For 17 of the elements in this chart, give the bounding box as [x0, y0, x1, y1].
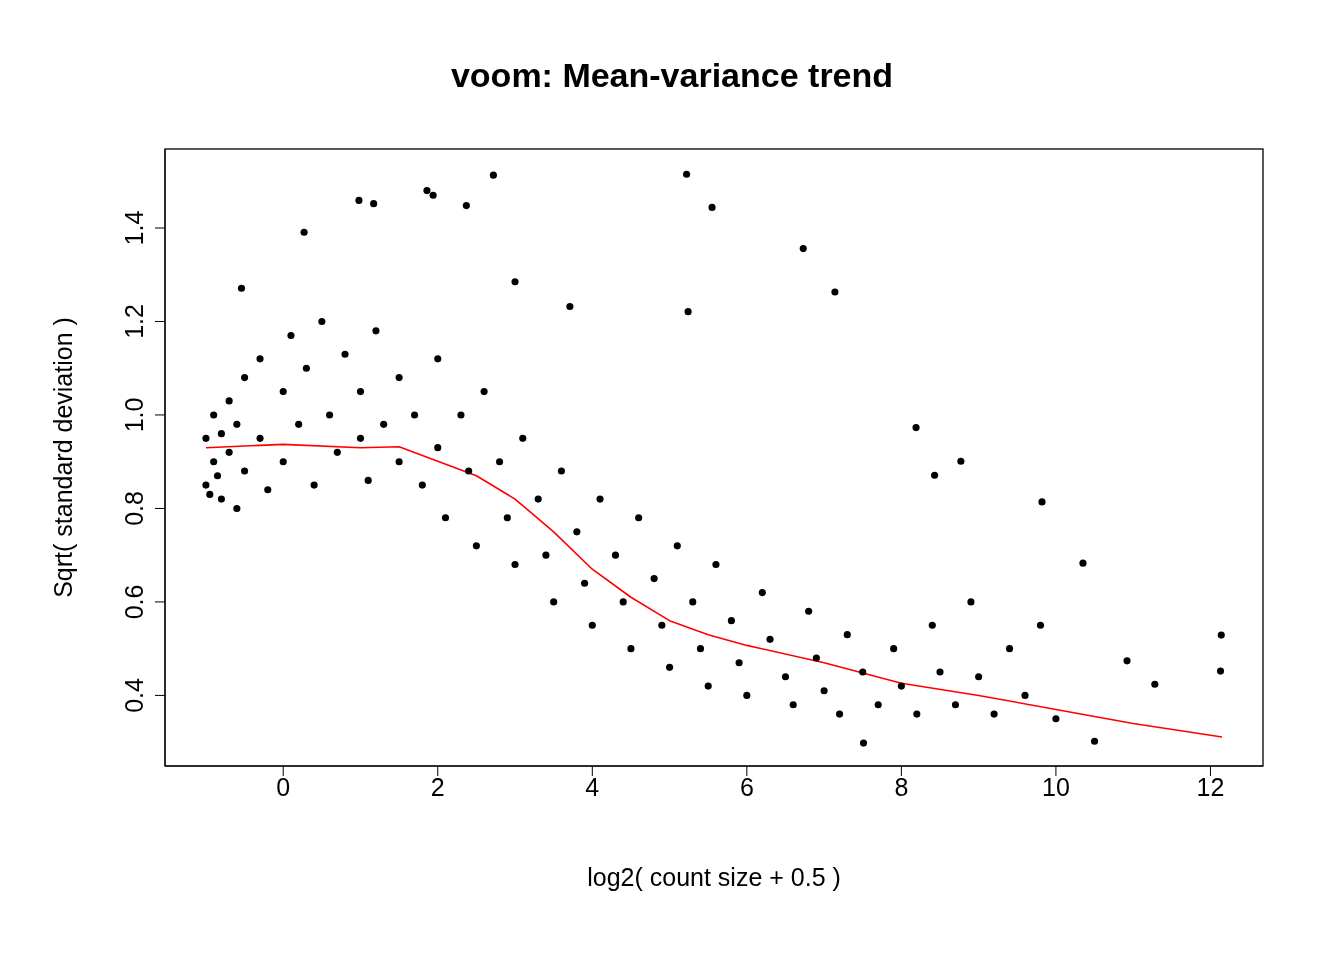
y-tick-label: 0.8: [120, 491, 148, 526]
y-tick-label: 0.6: [120, 584, 148, 620]
x-tick-label: 2: [430, 772, 445, 801]
y-tick-label: 1.2: [120, 304, 148, 339]
x-axis-title: log2( count size + 0.5 ): [587, 863, 841, 891]
x-tick-label: 12: [1196, 772, 1225, 801]
y-tick-label: 1.4: [120, 210, 148, 246]
x-tick-label: 8: [894, 772, 909, 801]
x-tick-label: 6: [739, 772, 754, 801]
y-axis-title: Sqrt( standard deviation ): [48, 317, 77, 598]
x-tick-label: 10: [1042, 772, 1070, 801]
chart-title: voom: Mean-variance trend: [449, 56, 895, 96]
line-series: [205, 443, 1223, 738]
y-tick-label: 1.0: [120, 397, 148, 433]
y-tick-label: 0.4: [120, 677, 148, 713]
x-tick-label: 0: [276, 772, 291, 801]
x-tick-label: 4: [585, 772, 600, 801]
